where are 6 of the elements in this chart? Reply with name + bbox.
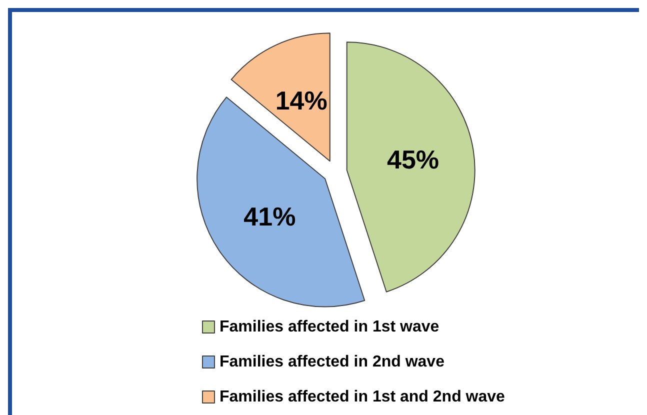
legend-label: Families affected in 2nd wave xyxy=(220,354,445,370)
data-label: 45% xyxy=(387,144,440,175)
legend-label: Families affected in 1st wave xyxy=(220,318,440,336)
data-label: 14% xyxy=(275,86,328,116)
data-label: 41% xyxy=(244,201,296,232)
legend-label: Families affected in 1st and 2nd wave xyxy=(220,388,506,406)
